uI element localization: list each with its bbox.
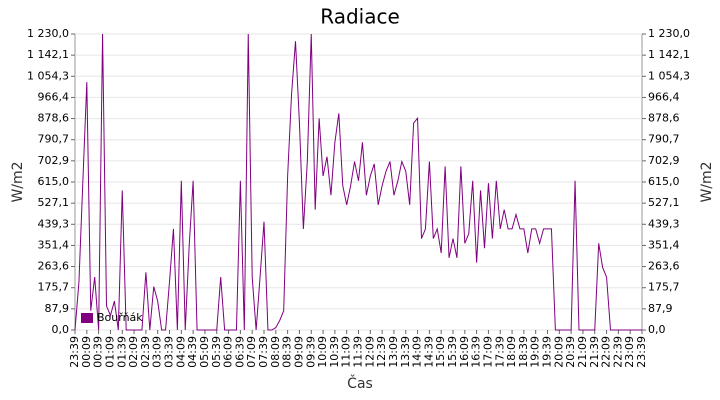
x-tick-label: 13:39 — [399, 336, 412, 368]
x-tick-label: 19:09 — [529, 336, 542, 368]
x-tick-label: 13:09 — [387, 336, 400, 368]
x-tick-label: 07:39 — [257, 336, 270, 368]
x-tick-label: 16:39 — [470, 336, 483, 368]
y-tick-label: 790,7 — [38, 133, 70, 146]
x-tick-label: 07:09 — [245, 336, 258, 368]
x-tick-label: 00:39 — [92, 336, 105, 368]
y-tick-label: 702,9 — [38, 154, 70, 167]
y2-tick-label: 87,9 — [648, 302, 673, 315]
x-tick-label: 12:09 — [363, 336, 376, 368]
x-tick-label: 14:09 — [411, 336, 424, 368]
y2-tick-label: 439,3 — [648, 217, 680, 230]
legend-swatch — [81, 313, 93, 323]
y2-tick-label: 1 142,1 — [648, 48, 690, 61]
x-tick-label: 19:39 — [541, 336, 554, 368]
x-tick-label: 01:39 — [115, 336, 128, 368]
x-tick-label: 15:09 — [434, 336, 447, 368]
x-tick-label: 23:39 — [68, 336, 81, 368]
y-axis-title: W/m2 — [10, 161, 26, 202]
x-axis-title: Čas — [347, 374, 373, 392]
y-tick-label: 966,4 — [38, 90, 70, 103]
x-tick-label: 09:09 — [292, 336, 305, 368]
x-tick-label: 03:09 — [151, 336, 164, 368]
x-tick-label: 02:09 — [127, 336, 140, 368]
x-tick-label: 23:39 — [635, 336, 648, 368]
x-tick-label: 18:39 — [517, 336, 530, 368]
y-tick-label: 1 054,3 — [27, 69, 69, 82]
y2-tick-label: 702,9 — [648, 154, 680, 167]
legend-label: Bouřňák — [97, 311, 143, 324]
y2-tick-label: 966,4 — [648, 90, 680, 103]
y2-tick-label: 1 230,0 — [648, 27, 690, 40]
y-tick-label: 615,0 — [38, 175, 70, 188]
x-tick-label: 05:39 — [210, 336, 223, 368]
x-tick-label: 11:39 — [352, 336, 365, 368]
x-tick-label: 16:09 — [458, 336, 471, 368]
x-tick-label: 17:09 — [481, 336, 494, 368]
y2-tick-label: 175,7 — [648, 281, 680, 294]
x-tick-label: 11:09 — [340, 336, 353, 368]
x-tick-label: 21:09 — [576, 336, 589, 368]
chart-title: Radiace — [320, 5, 400, 29]
y2-tick-label: 790,7 — [648, 133, 680, 146]
x-tick-label: 09:39 — [304, 336, 317, 368]
y2-tick-label: 1 054,3 — [648, 69, 690, 82]
y-tick-label: 0,0 — [52, 323, 70, 336]
x-tick-label: 08:39 — [281, 336, 294, 368]
x-tick-label: 15:39 — [446, 336, 459, 368]
x-tick-label: 08:09 — [269, 336, 282, 368]
y2-tick-label: 263,6 — [648, 260, 680, 273]
y2-tick-label: 527,1 — [648, 196, 680, 209]
x-tick-label: 18:09 — [505, 336, 518, 368]
x-tick-label: 17:39 — [493, 336, 506, 368]
y-tick-label: 878,6 — [38, 112, 70, 125]
x-tick-label: 04:39 — [186, 336, 199, 368]
y2-tick-label: 615,0 — [648, 175, 680, 188]
x-tick-label: 23:09 — [623, 336, 636, 368]
x-tick-label: 02:39 — [139, 336, 152, 368]
x-tick-label: 05:09 — [198, 336, 211, 368]
x-tick-label: 01:09 — [103, 336, 116, 368]
line-series — [74, 33, 642, 331]
x-tick-label: 20:09 — [552, 336, 565, 368]
x-tick-label: 00:09 — [80, 336, 93, 368]
y-tick-label: 439,3 — [38, 217, 70, 230]
x-tick-label: 22:09 — [600, 336, 613, 368]
x-tick-label: 12:39 — [375, 336, 388, 368]
x-tick-label: 20:39 — [564, 336, 577, 368]
x-tick-label: 06:39 — [233, 336, 246, 368]
y-tick-label: 87,9 — [45, 302, 70, 315]
x-tick-label: 03:39 — [163, 336, 176, 368]
x-tick-label: 22:39 — [611, 336, 624, 368]
x-tick-label: 06:09 — [222, 336, 235, 368]
x-tick-label: 21:39 — [588, 336, 601, 368]
x-tick-label: 10:09 — [316, 336, 329, 368]
x-tick-label: 04:09 — [174, 336, 187, 368]
y2-tick-label: 0,0 — [648, 323, 666, 336]
x-tick-label: 10:39 — [328, 336, 341, 368]
y-tick-label: 351,4 — [38, 238, 70, 251]
y-tick-label: 175,7 — [38, 281, 70, 294]
y-tick-label: 1 142,1 — [27, 48, 69, 61]
y-tick-label: 1 230,0 — [27, 27, 69, 40]
y-tick-label: 527,1 — [38, 196, 70, 209]
y2-axis-title: W/m2 — [699, 161, 715, 202]
y-tick-label: 263,6 — [38, 260, 70, 273]
y2-tick-label: 878,6 — [648, 112, 680, 125]
y2-tick-label: 351,4 — [648, 238, 680, 251]
x-tick-label: 14:39 — [422, 336, 435, 368]
